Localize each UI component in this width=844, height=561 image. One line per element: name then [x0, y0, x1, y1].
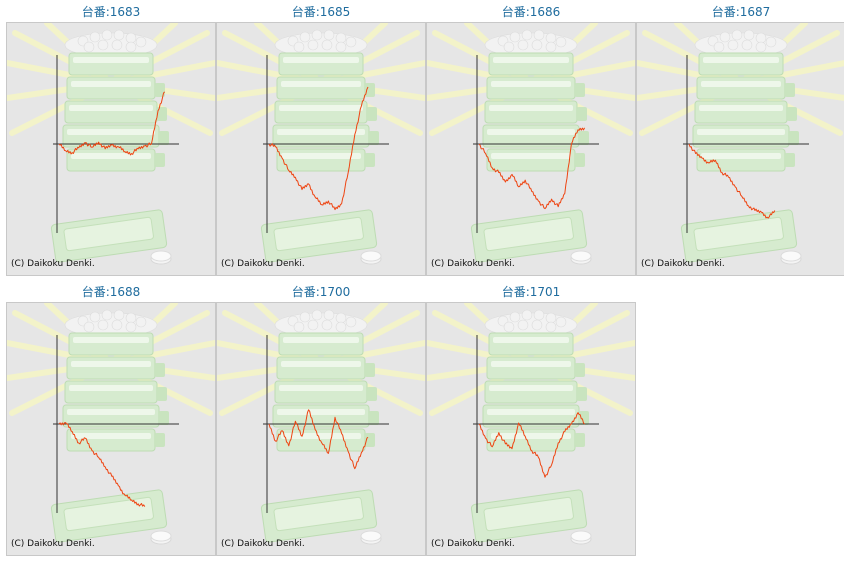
- machine-chart-1: 台番:1685 (C) Daikoku Denki.: [216, 0, 426, 276]
- machine-number-link[interactable]: 台番:1700: [291, 285, 351, 299]
- graph-panel[interactable]: (C) Daikoku Denki.: [216, 302, 426, 556]
- graph-panel[interactable]: (C) Daikoku Denki.: [6, 22, 216, 276]
- graph-panel[interactable]: (C) Daikoku Denki.: [426, 22, 636, 276]
- series-line: [478, 412, 585, 478]
- machine-chart-3: 台番:1687 (C) Daikoku Denki.: [636, 0, 844, 276]
- graph-panel[interactable]: (C) Daikoku Denki.: [216, 22, 426, 276]
- series-line: [58, 422, 146, 507]
- copyright-text: (C) Daikoku Denki.: [11, 539, 95, 549]
- copyright-text: (C) Daikoku Denki.: [641, 259, 725, 269]
- copyright-text: (C) Daikoku Denki.: [221, 539, 305, 549]
- series-line: [268, 409, 369, 470]
- graph-panel[interactable]: (C) Daikoku Denki.: [426, 302, 636, 556]
- machine-chart-2: 台番:1686 (C) Daikoku Denki.: [426, 0, 636, 276]
- slump-graph: [7, 23, 215, 275]
- copyright-text: (C) Daikoku Denki.: [11, 259, 95, 269]
- copyright-text: (C) Daikoku Denki.: [431, 539, 515, 549]
- machine-number-link[interactable]: 台番:1686: [501, 5, 561, 19]
- slump-graph: [7, 303, 215, 555]
- slump-graph: [637, 23, 844, 275]
- slump-graph: [217, 303, 425, 555]
- machine-number-link[interactable]: 台番:1687: [711, 5, 771, 19]
- graph-panel[interactable]: (C) Daikoku Denki.: [636, 22, 844, 276]
- copyright-text: (C) Daikoku Denki.: [431, 259, 515, 269]
- machine-number-link[interactable]: 台番:1701: [501, 285, 561, 299]
- machine-number-link[interactable]: 台番:1683: [81, 5, 141, 19]
- machine-chart-5: 台番:1700 (C) Daikoku Denki.: [216, 280, 426, 556]
- machine-number-link[interactable]: 台番:1688: [81, 285, 141, 299]
- machine-chart-6: 台番:1701 (C) Daikoku Denki.: [426, 280, 636, 556]
- machine-chart-0: 台番:1683 (C) Daikoku Denki.: [6, 0, 216, 276]
- series-line: [58, 91, 165, 156]
- machine-chart-4: 台番:1688 (C) Daikoku Denki.: [6, 280, 216, 556]
- series-line: [688, 143, 776, 219]
- graph-panel[interactable]: (C) Daikoku Denki.: [6, 302, 216, 556]
- series-line: [268, 86, 369, 211]
- machine-number-link[interactable]: 台番:1685: [291, 5, 351, 19]
- slump-graph: [427, 23, 635, 275]
- slump-graph: [217, 23, 425, 275]
- series-line: [478, 127, 586, 210]
- slump-graph: [427, 303, 635, 555]
- copyright-text: (C) Daikoku Denki.: [221, 259, 305, 269]
